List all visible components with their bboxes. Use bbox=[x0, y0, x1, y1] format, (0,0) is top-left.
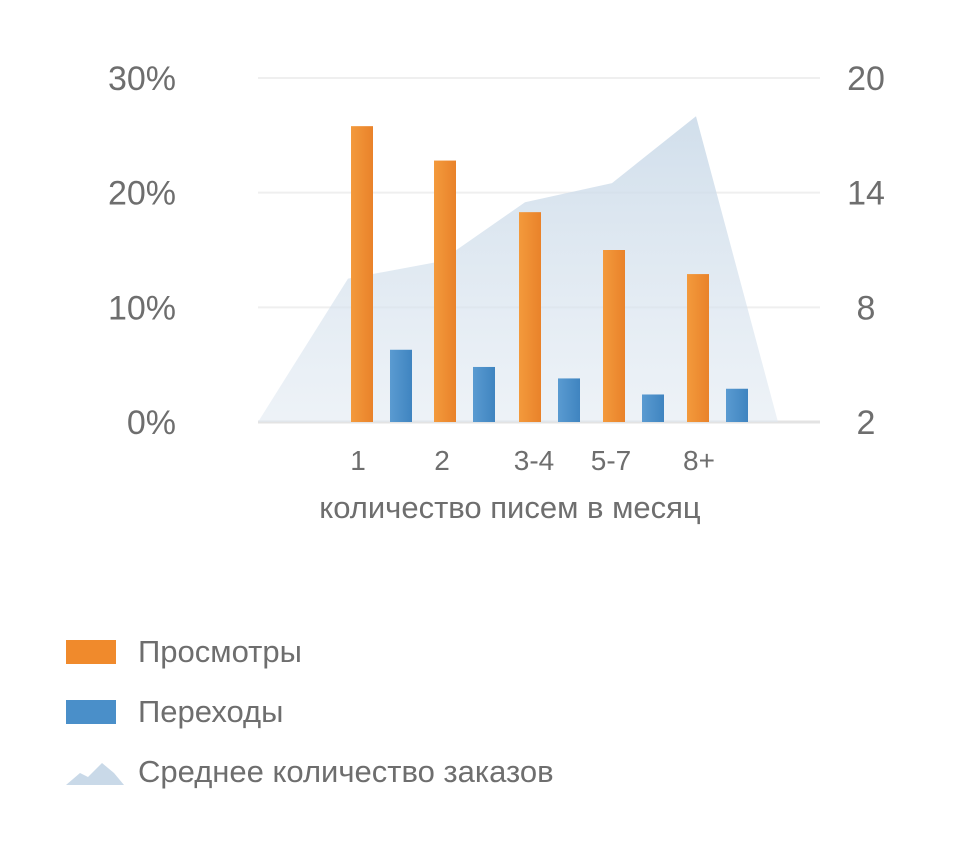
bar-views-3-4 bbox=[519, 212, 541, 422]
bar-views-8+ bbox=[687, 274, 709, 422]
category-label: 5-7 bbox=[591, 445, 631, 476]
category-label: 8+ bbox=[683, 445, 715, 476]
right-tick-label: 20 bbox=[847, 60, 885, 98]
category-label: 2 bbox=[434, 445, 450, 476]
bars bbox=[351, 126, 748, 422]
left-tick-label: 0% bbox=[127, 404, 176, 442]
x-axis-categories: 1 2 3-4 5-7 8+ bbox=[350, 445, 715, 476]
right-tick-label: 14 bbox=[847, 175, 885, 213]
bar-clicks-2 bbox=[473, 366, 495, 422]
left-tick-label: 20% bbox=[108, 175, 176, 213]
category-label: 3-4 bbox=[514, 445, 554, 476]
legend-item-orders: Среднее количество заказов bbox=[66, 742, 554, 802]
bar-clicks-1 bbox=[390, 349, 412, 422]
left-tick-label: 10% bbox=[108, 289, 176, 327]
legend-label-orders: Среднее количество заказов bbox=[138, 754, 554, 789]
legend-item-clicks: Переходы bbox=[66, 682, 554, 742]
left-tick-label: 30% bbox=[108, 60, 176, 98]
blue-swatch-icon bbox=[66, 700, 116, 724]
orders-area bbox=[258, 116, 778, 422]
legend-label-clicks: Переходы bbox=[138, 694, 284, 729]
orange-swatch-icon bbox=[66, 640, 116, 664]
x-axis-label: количество писем в месяц bbox=[319, 490, 701, 525]
bar-views-2 bbox=[434, 160, 456, 422]
bar-views-5-7 bbox=[603, 250, 625, 422]
legend-item-views: Просмотры bbox=[66, 622, 554, 682]
bar-clicks-3-4 bbox=[558, 378, 580, 422]
right-axis-ticks: 2 8 14 20 bbox=[847, 60, 885, 442]
bar-clicks-5-7 bbox=[642, 394, 664, 422]
right-tick-label: 2 bbox=[857, 404, 876, 442]
chart: 0% 10% 20% 30% 2 8 14 20 1 2 3-4 5-7 8+ количество… bbox=[108, 60, 885, 525]
bar-clicks-8+ bbox=[726, 388, 748, 422]
legend: Просмотры Переходы Среднее количество за… bbox=[66, 622, 554, 802]
right-tick-label: 8 bbox=[857, 289, 876, 327]
area-swatch-icon bbox=[66, 763, 124, 785]
left-axis-ticks: 0% 10% 20% 30% bbox=[108, 60, 176, 442]
category-label: 1 bbox=[350, 445, 366, 476]
legend-label-views: Просмотры bbox=[138, 634, 302, 669]
bar-views-1 bbox=[351, 126, 373, 422]
